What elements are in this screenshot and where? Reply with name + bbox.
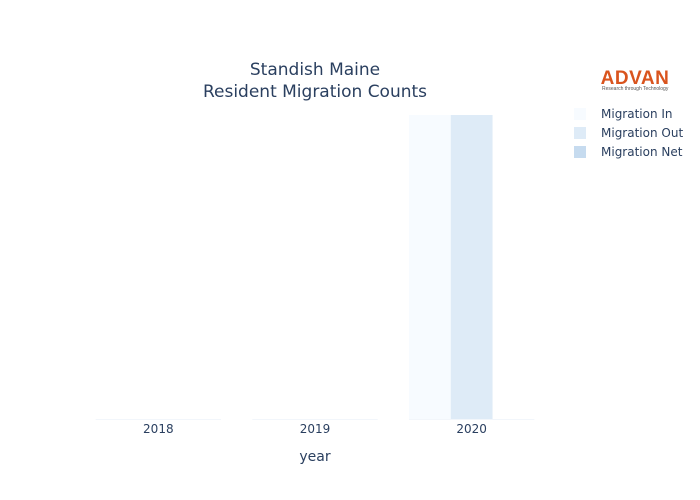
x-ticks-layer: 2018 2019 2020 [143,422,487,436]
x-tick-label: 2018 [143,422,174,436]
x-tick-label: 2019 [300,422,331,436]
bars-layer [95,115,535,420]
x-tick-label: 2020 [456,422,487,436]
chart-title-line1: Standish Maine [250,60,380,80]
bar-migration-out-2020[interactable] [450,115,493,419]
bar-migration-in-2020[interactable] [409,115,451,419]
legend-swatch-migration-net[interactable] [574,146,586,158]
advan-logo: ADVAN Research through Technology [601,68,670,92]
legend-label-migration-net[interactable]: Migration Net [601,145,683,159]
legend-swatch-migration-out[interactable] [574,127,586,139]
legend: Migration In Migration Out Migration Net [574,107,683,159]
logo-wordmark: ADVAN [601,68,670,89]
x-axis-title: year [299,449,330,465]
baseline-2019 [252,419,378,420]
logo-tagline: Research through Technology [602,86,669,92]
baseline-2020 [409,419,535,420]
legend-label-migration-out[interactable]: Migration Out [601,126,683,140]
legend-swatch-migration-in[interactable] [574,108,586,120]
legend-label-migration-in[interactable]: Migration In [601,107,673,121]
chart-title-line2: Resident Migration Counts [203,82,427,102]
baseline-2018 [95,419,221,420]
